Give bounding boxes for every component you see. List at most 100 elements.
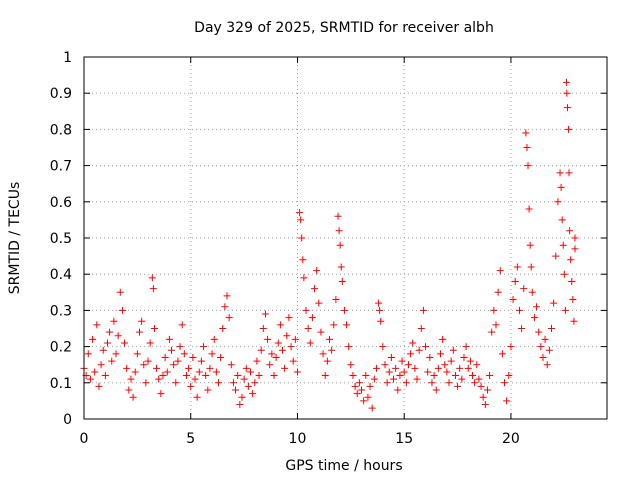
data-point: [210, 335, 218, 343]
data-point: [270, 372, 278, 380]
data-point: [319, 350, 327, 358]
data-point: [525, 205, 533, 213]
data-point: [564, 104, 572, 112]
data-point: [413, 375, 421, 383]
data-point: [227, 361, 235, 369]
data-point: [238, 393, 246, 401]
data-point: [507, 343, 515, 351]
x-tick-label: 20: [502, 431, 520, 447]
data-point: [300, 274, 308, 282]
data-point: [407, 350, 415, 358]
y-tick-label: 0: [63, 412, 72, 428]
data-point: [195, 368, 203, 376]
data-point: [355, 379, 363, 387]
data-point: [562, 78, 570, 86]
data-point: [202, 372, 210, 380]
data-point: [436, 350, 444, 358]
data-point: [212, 368, 220, 376]
data-point: [558, 216, 566, 224]
data-point: [259, 325, 267, 332]
x-tick-label: 10: [289, 431, 307, 447]
data-point: [518, 325, 526, 332]
data-point: [170, 361, 178, 369]
data-point: [106, 328, 114, 336]
data-point: [118, 306, 126, 314]
data-point: [144, 357, 152, 365]
data-point: [345, 343, 353, 351]
x-tick-label: 5: [186, 431, 195, 447]
data-point: [197, 357, 205, 365]
data-point: [191, 375, 199, 383]
data-point: [112, 350, 120, 358]
data-point: [281, 364, 289, 372]
data-point: [157, 390, 165, 398]
data-point: [108, 357, 116, 365]
data-point: [182, 372, 190, 380]
data-point: [268, 350, 276, 358]
data-point: [242, 364, 250, 372]
data-point: [302, 306, 310, 314]
data-point: [223, 292, 231, 300]
data-point: [200, 343, 208, 351]
data-point: [492, 321, 500, 329]
data-point: [409, 339, 417, 347]
y-tick-label: 0.7: [50, 159, 72, 175]
y-tick-label: 0.6: [50, 195, 72, 211]
y-tick-label: 0.2: [50, 340, 72, 356]
data-point: [253, 357, 261, 365]
data-point: [328, 346, 336, 354]
data-point: [95, 382, 103, 390]
data-point: [257, 346, 265, 354]
data-point: [376, 306, 384, 314]
data-point: [299, 256, 307, 264]
data-point: [240, 375, 248, 383]
data-point: [428, 379, 436, 387]
data-point: [264, 335, 272, 343]
data-point: [464, 364, 472, 372]
data-point: [430, 372, 438, 380]
data-point: [375, 299, 383, 307]
y-tick-label: 0.1: [50, 376, 72, 392]
data-point: [127, 375, 135, 383]
data-point: [511, 277, 519, 285]
data-point: [404, 361, 412, 369]
data-point: [439, 335, 447, 343]
data-point: [387, 353, 395, 361]
data-point: [443, 368, 451, 376]
data-point: [530, 314, 538, 322]
data-point: [123, 364, 131, 372]
data-point: [456, 364, 464, 372]
data-point: [524, 162, 532, 170]
data-point: [168, 346, 176, 354]
data-point: [358, 386, 366, 394]
data-point: [370, 375, 378, 383]
data-point: [415, 346, 423, 354]
data-point: [417, 325, 425, 332]
data-point: [289, 357, 297, 365]
data-point: [193, 393, 201, 401]
data-point: [189, 353, 197, 361]
data-point: [266, 361, 274, 369]
data-point: [424, 368, 432, 376]
data-point: [221, 303, 229, 311]
data-point: [434, 364, 442, 372]
data-point: [343, 321, 351, 329]
data-point: [490, 306, 498, 314]
data-point: [557, 183, 565, 191]
data-point: [554, 198, 562, 206]
data-point: [103, 339, 111, 347]
data-point: [125, 386, 133, 394]
data-point: [89, 335, 97, 343]
data-point: [471, 379, 479, 387]
data-point: [556, 169, 564, 177]
data-point: [458, 375, 466, 383]
data-point: [381, 361, 389, 369]
data-point: [283, 332, 291, 340]
data-point: [541, 335, 549, 343]
data-point: [411, 364, 419, 372]
data-point: [372, 364, 380, 372]
data-point: [178, 321, 186, 329]
data-point: [505, 372, 513, 380]
data-point: [377, 317, 385, 325]
